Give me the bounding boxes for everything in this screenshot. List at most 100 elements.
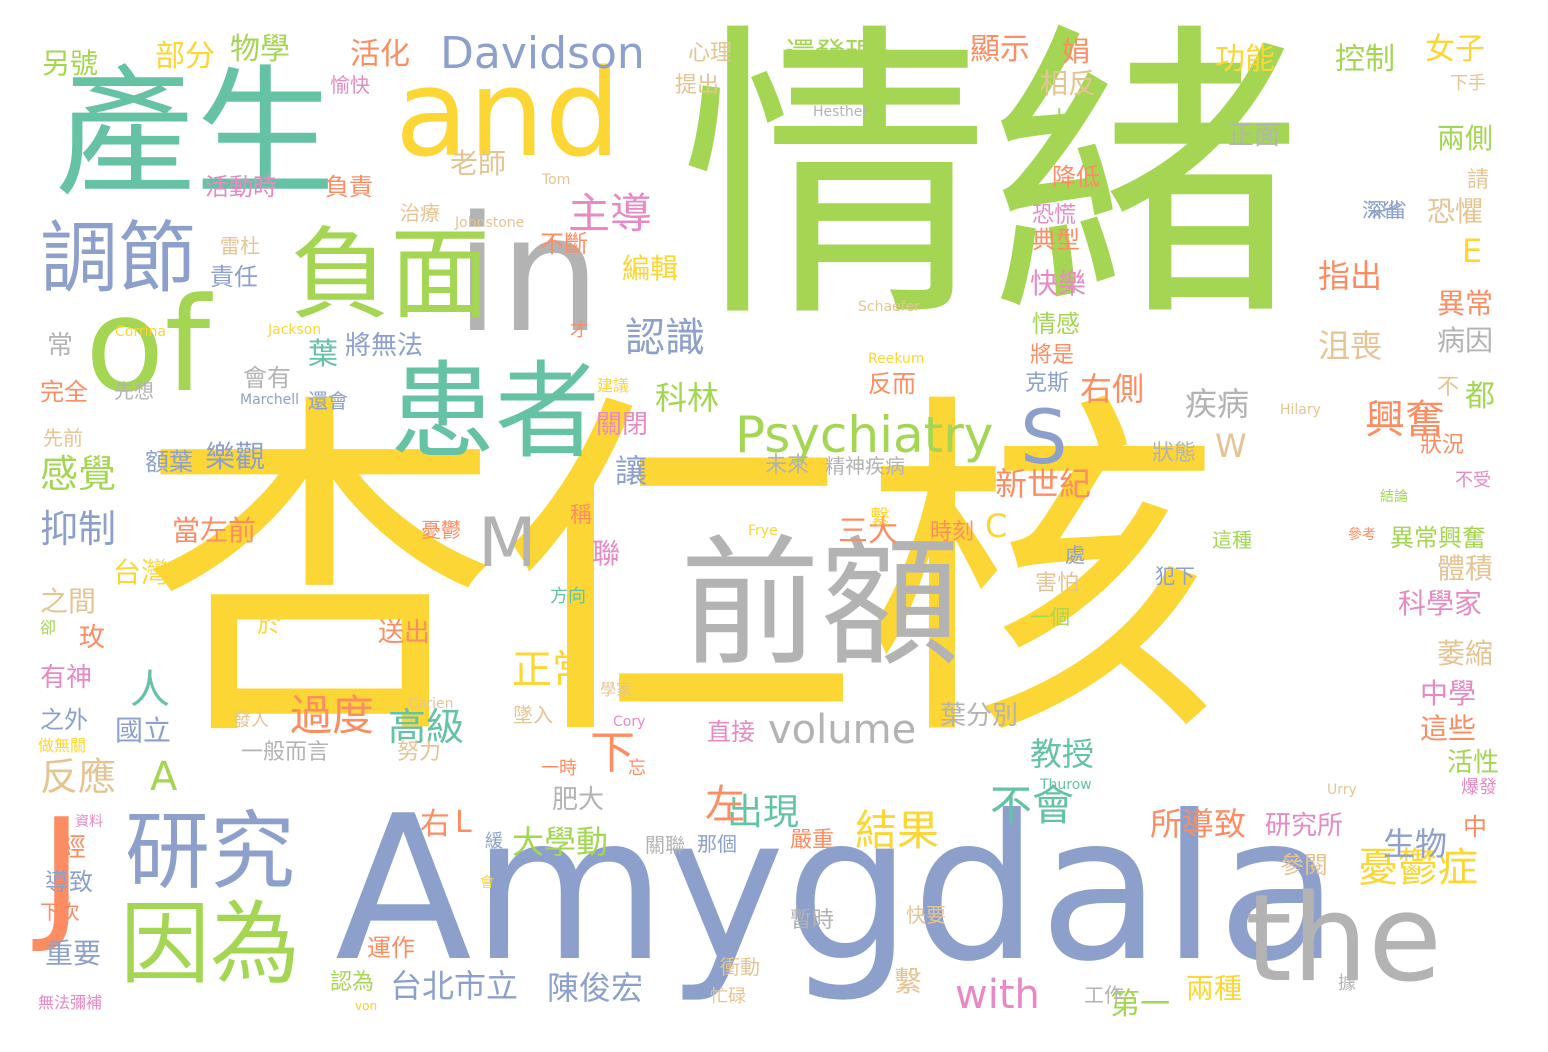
word-84: 將無法 <box>345 331 424 361</box>
word-38: 大學動 <box>512 823 609 861</box>
word-90: 編輯 <box>622 252 679 285</box>
word-175: Tom <box>542 172 571 188</box>
word-71: 另號 <box>42 47 99 80</box>
word-75: 正面 <box>1228 121 1281 151</box>
word-69: 物學 <box>230 32 290 67</box>
word-102: 玫 <box>79 623 106 653</box>
word-72: 娟 <box>1062 35 1091 68</box>
word-160: 完全 <box>40 378 88 406</box>
word-105: 國立 <box>115 714 172 747</box>
word-113: 工作 <box>1084 983 1124 1007</box>
word-166: Corrina <box>115 324 166 340</box>
word-171: Cory <box>613 714 646 730</box>
word-61: 恐懼 <box>1427 195 1484 228</box>
word-31: 不會 <box>990 781 1075 830</box>
word-154: 未來 <box>765 453 810 478</box>
word-106: 經 <box>60 833 87 863</box>
word-134: 方向 <box>550 586 586 607</box>
word-82: 克斯 <box>1025 371 1070 396</box>
word-150: 活性 <box>1447 748 1500 778</box>
word-152: 中 <box>1463 813 1487 841</box>
word-180: 愉快 <box>330 73 370 97</box>
word-34: 感覺 <box>40 452 117 496</box>
word-140: 一個 <box>1030 605 1070 629</box>
word-89: 責任 <box>210 263 258 291</box>
word-8: the <box>1245 870 1442 1009</box>
word-173: Urry <box>1327 782 1357 798</box>
word-79: 快樂 <box>1030 267 1087 300</box>
word-99: E <box>1462 232 1483 270</box>
word-28: 高級 <box>388 705 465 749</box>
word-18: Davidson <box>440 28 645 79</box>
word-59: 異常 <box>1437 287 1494 320</box>
word-149: 不 <box>1437 375 1460 400</box>
word-91: 不斷 <box>540 230 588 258</box>
word-68: 活化 <box>350 37 410 72</box>
word-142: 這種 <box>1212 528 1252 552</box>
word-167: Schaefer <box>858 299 920 315</box>
word-24: 認識 <box>625 315 705 361</box>
word-66: 還發現 <box>785 37 875 72</box>
word-108: 下次 <box>40 900 80 924</box>
word-60: 病因 <box>1437 324 1494 357</box>
word-144: 參考 <box>1348 527 1376 543</box>
word-45: 讓 <box>615 452 648 490</box>
word-95: 三大 <box>838 514 898 549</box>
word-198: 會 <box>480 875 494 891</box>
word-94: 聯 <box>592 537 621 570</box>
word-115: 暫時 <box>790 908 835 933</box>
word-44: 科林 <box>655 379 720 417</box>
word-92: 關閉 <box>596 410 649 440</box>
word-51: 生物 <box>1383 825 1448 863</box>
word-151: 爆發 <box>1461 777 1497 798</box>
word-17: M <box>478 504 537 583</box>
word-157: 建議 <box>597 376 630 395</box>
word-137: 憂鬱 <box>421 518 461 542</box>
word-76: 降低 <box>1052 163 1100 191</box>
word-164: Marchell <box>240 392 300 408</box>
word-162: 先想 <box>114 379 154 403</box>
word-63: 功能 <box>1215 42 1275 77</box>
word-46: 指出 <box>1318 257 1383 295</box>
word-39: 台北市立 <box>390 967 519 1005</box>
word-116: 衝動 <box>720 955 760 979</box>
word-114: 繫 <box>894 965 923 998</box>
word-20: 興奮 <box>1365 397 1445 443</box>
word-29: 人 <box>130 667 170 713</box>
word-148: 都 <box>1465 379 1495 414</box>
word-36: 反應 <box>40 755 117 799</box>
word-187: 請 <box>1467 168 1490 193</box>
word-98: W <box>1215 427 1247 465</box>
word-35: 抑制 <box>40 507 117 551</box>
word-127: 那個 <box>697 832 737 856</box>
word-12: 因為 <box>120 892 300 997</box>
word-0: 情緒 <box>680 0 1300 360</box>
word-111: 第一 <box>1110 987 1170 1022</box>
word-123: 直接 <box>707 718 755 746</box>
word-109: 運作 <box>367 934 415 962</box>
word-174: Hilary <box>1280 402 1321 418</box>
word-52: 所導致 <box>1150 805 1247 843</box>
word-131: 右 <box>420 807 450 842</box>
word-112: 兩種 <box>1186 972 1243 1005</box>
word-2: Amygdala <box>335 773 1340 1006</box>
word-9: 患者 <box>390 351 601 473</box>
word-188: 下手 <box>1450 73 1486 94</box>
word-178: 心理 <box>688 41 733 66</box>
word-85: 會有 <box>243 364 291 392</box>
word-80: 情感 <box>1032 310 1080 338</box>
word-37: A <box>150 754 178 800</box>
word-11: 研究 <box>125 803 296 902</box>
word-96: 時刻 <box>930 520 975 545</box>
word-183: 負責 <box>325 173 373 201</box>
word-147: 狀況 <box>1420 433 1465 458</box>
word-107: 導致 <box>45 868 93 896</box>
word-86: 葉 <box>308 337 338 372</box>
word-1: 杏仁核 <box>140 365 1220 784</box>
word-49: 右側 <box>1080 370 1145 408</box>
word-192: 卻 <box>40 618 57 637</box>
word-126: 嚴重 <box>790 828 835 853</box>
word-14: J <box>40 788 83 957</box>
word-139: 害怕 <box>1035 571 1080 596</box>
